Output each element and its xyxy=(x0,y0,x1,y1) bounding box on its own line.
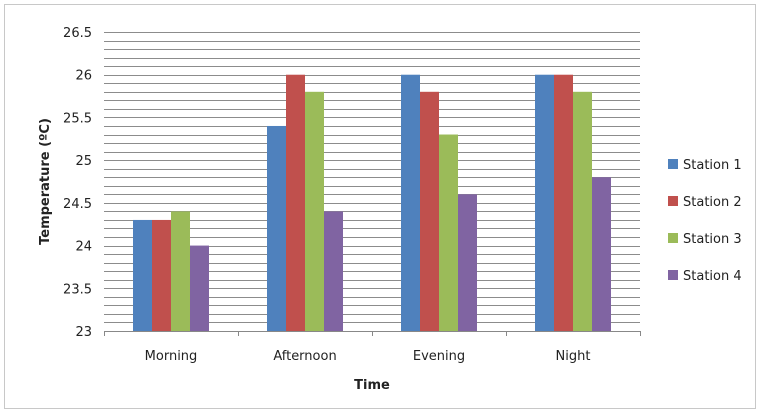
bar-station-1-night xyxy=(535,74,554,331)
legend: Station 1 Station 2 Station 3 Station 4 xyxy=(668,158,742,284)
bar-station-1-afternoon xyxy=(267,125,286,331)
y-axis-title: Temperature (ºC) xyxy=(38,118,53,245)
bar-station-2-afternoon xyxy=(286,74,305,331)
bar-station-4-afternoon xyxy=(324,211,343,331)
y-tick-label: 24.5 xyxy=(63,197,92,212)
bar-station-4-morning xyxy=(190,245,209,331)
x-axis-title: Time xyxy=(354,378,390,393)
y-tick-label: 25.5 xyxy=(63,111,92,126)
x-axis-ticks: Morning Afternoon Evening Night xyxy=(104,331,641,364)
y-tick-label: 23.5 xyxy=(63,282,92,297)
x-tick-label: Night xyxy=(556,349,591,364)
y-tick-label: 24 xyxy=(75,240,92,255)
legend-label: Station 1 xyxy=(683,158,742,173)
bar-station-2-evening xyxy=(420,91,439,331)
bar-station-2-night xyxy=(554,74,573,331)
bar-station-3-night xyxy=(573,91,592,331)
bar-station-1-morning xyxy=(133,219,152,331)
bar-station-2-morning xyxy=(152,219,171,331)
legend-label: Station 4 xyxy=(683,269,742,284)
bar-station-1-evening xyxy=(401,74,420,331)
bars xyxy=(133,74,611,331)
y-tick-label: 26.5 xyxy=(63,26,92,41)
x-tick-label: Morning xyxy=(145,349,198,364)
legend-swatch xyxy=(668,196,678,206)
bar-station-3-evening xyxy=(439,134,458,331)
legend-swatch xyxy=(668,159,678,169)
bar-station-3-afternoon xyxy=(305,91,324,331)
legend-label: Station 3 xyxy=(683,232,742,247)
x-tick-label: Evening xyxy=(413,349,465,364)
legend-swatch xyxy=(668,233,678,243)
bar-station-4-night xyxy=(592,177,611,331)
y-tick-label: 25 xyxy=(75,154,92,169)
y-tick-label: 23 xyxy=(75,325,92,340)
chart-frame xyxy=(4,4,756,409)
bar-station-4-evening xyxy=(458,194,477,331)
x-tick-label: Afternoon xyxy=(273,349,336,364)
legend-label: Station 2 xyxy=(683,195,742,210)
y-tick-label: 26 xyxy=(75,69,92,84)
bar-station-3-morning xyxy=(171,211,190,331)
y-axis-ticks: 23 23.5 24 24.5 25 25.5 26 26.5 xyxy=(63,26,92,340)
legend-swatch xyxy=(668,270,678,280)
